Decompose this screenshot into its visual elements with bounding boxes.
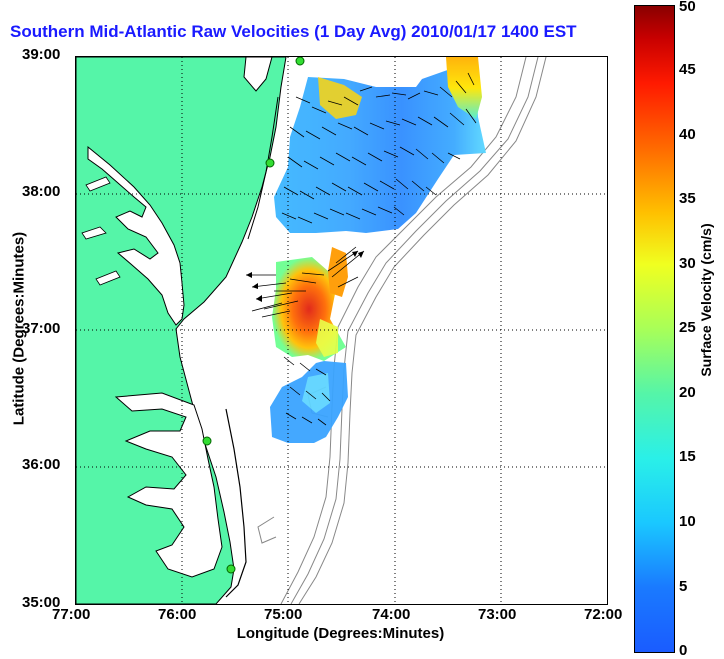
colorbar-tick: 5 <box>679 578 688 595</box>
y-tick-label: 35:00 <box>22 594 61 611</box>
radar-stations <box>202 57 305 574</box>
colorbar-tick: 35 <box>679 190 696 207</box>
x-tick-label: 73:00 <box>478 606 517 623</box>
colorbar-tick: 45 <box>679 61 696 78</box>
station-marker <box>265 158 275 168</box>
colorbar-gradient <box>635 6 674 652</box>
colorbar-label: Surface Velocity (cm/s) <box>698 223 714 377</box>
colorbar-tick: 0 <box>679 642 688 659</box>
pamlico-sound <box>114 392 223 578</box>
colorbar-tick: 25 <box>679 319 696 336</box>
velocity-field <box>270 57 486 443</box>
chesapeake-bay <box>87 145 185 326</box>
colorbar-tick: 20 <box>679 384 696 401</box>
y-tick-label: 38:00 <box>22 183 61 200</box>
x-tick-label: 72:00 <box>584 606 623 623</box>
velocity-arrows <box>246 72 477 426</box>
map-canvas <box>76 57 607 604</box>
x-tick-label: 77:00 <box>52 606 91 623</box>
x-tick-label: 75:00 <box>264 606 303 623</box>
map-plot-area <box>75 56 608 605</box>
x-axis-label: Longitude (Degrees:Minutes) <box>236 625 445 642</box>
colorbar-tick: 50 <box>679 0 696 15</box>
x-tick-label: 76:00 <box>158 606 197 623</box>
station-marker <box>295 57 305 66</box>
y-tick-label: 37:00 <box>22 320 61 337</box>
colorbar <box>634 5 675 653</box>
map-title: Southern Mid-Atlantic Raw Velocities (1 … <box>10 22 577 41</box>
grid-lines <box>76 57 607 604</box>
station-marker <box>202 436 212 446</box>
colorbar-tick: 10 <box>679 513 696 530</box>
station-marker <box>226 564 236 574</box>
colorbar-tick: 15 <box>679 448 696 465</box>
colorbar-tick: 30 <box>679 255 696 272</box>
y-tick-label: 36:00 <box>22 456 61 473</box>
x-tick-label: 74:00 <box>372 606 411 623</box>
y-axis-label: Latitude (Degrees:Minutes) <box>10 231 28 426</box>
y-tick-label: 39:00 <box>22 46 61 63</box>
colorbar-tick: 40 <box>679 126 696 143</box>
